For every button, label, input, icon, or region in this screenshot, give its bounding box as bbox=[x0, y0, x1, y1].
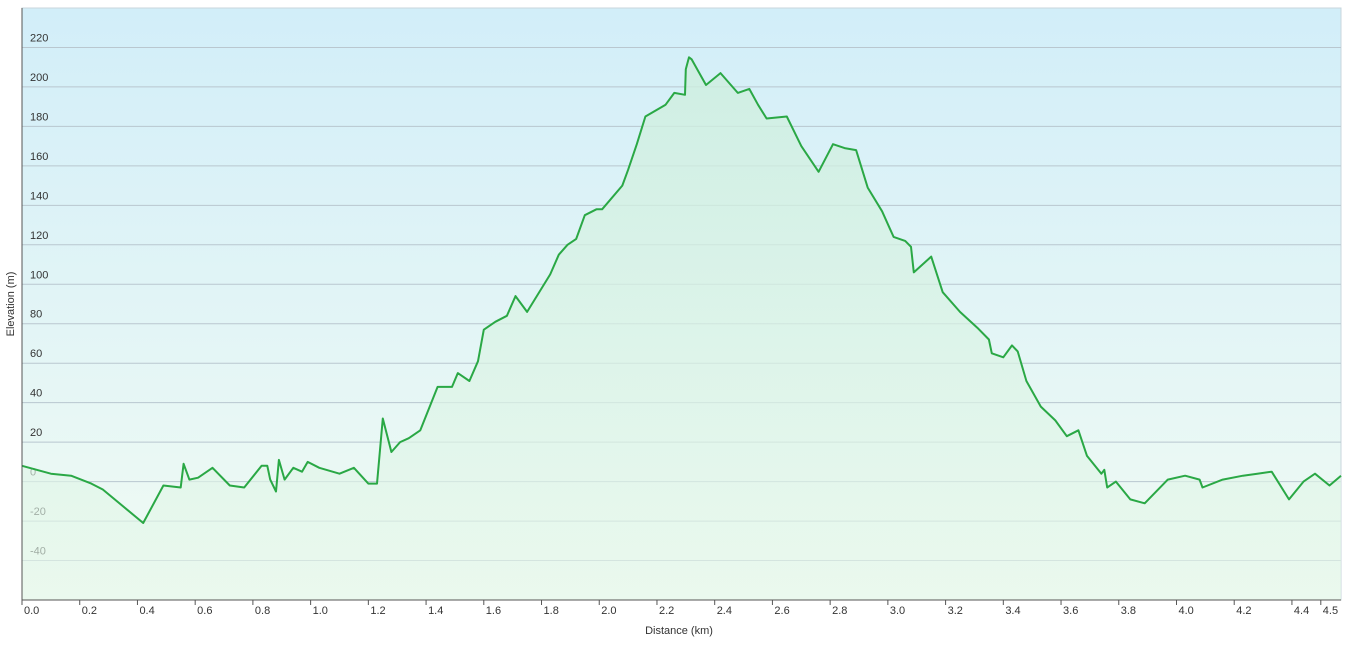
x-tick-label: 1.4 bbox=[428, 605, 443, 617]
x-tick-label: 3.8 bbox=[1121, 605, 1136, 617]
elevation-line bbox=[21, 56, 1342, 524]
x-tick-label: 4.5 bbox=[1323, 605, 1338, 617]
x-tick-label: 2.6 bbox=[774, 605, 789, 617]
y-tick-label: 20 bbox=[30, 427, 42, 439]
y-tick-label: 80 bbox=[30, 309, 42, 321]
area-fill bbox=[22, 57, 1341, 601]
x-tick-label: 0.2 bbox=[82, 605, 97, 617]
x-tick-label: 1.6 bbox=[486, 605, 501, 617]
y-tick-label: 120 bbox=[30, 230, 48, 242]
x-tick-label: 4.2 bbox=[1236, 605, 1251, 617]
y-tick-label: 180 bbox=[30, 111, 48, 123]
x-tick-label: 3.2 bbox=[948, 605, 963, 617]
x-tick-label: 3.6 bbox=[1063, 605, 1078, 617]
y-tick-label: 40 bbox=[30, 388, 42, 400]
y-tick-label: 100 bbox=[30, 269, 48, 281]
y-tick-label: 60 bbox=[30, 348, 42, 360]
x-tick-label: 4.4 bbox=[1294, 605, 1309, 617]
y-tick-label: 140 bbox=[30, 190, 48, 202]
y-tick-label: 220 bbox=[30, 32, 48, 44]
x-tick-label: 2.4 bbox=[717, 605, 732, 617]
x-tick-label: 2.8 bbox=[832, 605, 847, 617]
y-tick-label: 200 bbox=[30, 72, 48, 84]
x-tick-label: 2.0 bbox=[601, 605, 616, 617]
y-axis-title: Elevation (m) bbox=[5, 272, 17, 337]
x-tick-label: 0.4 bbox=[139, 605, 154, 617]
x-tick-label: 0.6 bbox=[197, 605, 212, 617]
x-tick-label: 3.4 bbox=[1005, 605, 1020, 617]
x-tick-label: 1.0 bbox=[313, 605, 328, 617]
x-axis-title: Distance (km) bbox=[645, 625, 713, 637]
x-tick-label: 2.2 bbox=[659, 605, 674, 617]
x-tick-label: 1.2 bbox=[370, 605, 385, 617]
y-tick-label: 160 bbox=[30, 151, 48, 163]
x-tick-label: 0.0 bbox=[24, 605, 39, 617]
x-tick-label: 3.0 bbox=[890, 605, 905, 617]
x-tick-label: 4.0 bbox=[1178, 605, 1193, 617]
x-tick-label: 1.8 bbox=[544, 605, 559, 617]
x-tick-label: 0.8 bbox=[255, 605, 270, 617]
